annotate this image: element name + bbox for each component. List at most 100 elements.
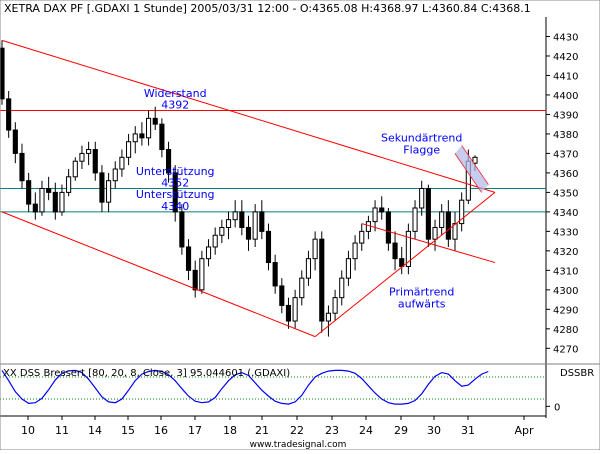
- y-tick-label: 4270: [553, 344, 578, 355]
- annotation-label: Primärtrend: [389, 286, 454, 299]
- price-grid: [0, 17, 600, 418]
- candle-body: [399, 258, 405, 267]
- y-tick-label: 4380: [553, 130, 578, 141]
- candle-body: [219, 226, 225, 236]
- candle: [0, 40, 5, 105]
- candle: [232, 200, 238, 228]
- candle: [205, 239, 212, 267]
- flag-area: [455, 145, 489, 193]
- candle-body: [159, 123, 165, 151]
- candle: [212, 227, 218, 255]
- candle-body: [372, 207, 378, 223]
- candle: [379, 196, 385, 220]
- candle: [445, 200, 451, 247]
- candle: [325, 305, 332, 337]
- annotation-label: Sekundärtrend: [381, 132, 462, 145]
- candle-body: [99, 172, 105, 203]
- candle-body: [259, 211, 265, 232]
- candle: [6, 91, 12, 138]
- candle: [319, 231, 325, 333]
- candles: [0, 40, 478, 337]
- indicator-tick-label: 0: [554, 402, 560, 413]
- candle-body: [459, 199, 465, 225]
- candle: [152, 106, 158, 131]
- candle: [392, 231, 398, 271]
- candle-body: [86, 149, 92, 154]
- trendline: [361, 223, 496, 264]
- candle-body: [472, 156, 478, 164]
- time-x-axis: 10 11 14 15 16 17 18 21 22 23 24 29 30 31 Apr: [0, 415, 546, 437]
- candle: [245, 215, 252, 251]
- x-tick-label: 14: [88, 424, 102, 437]
- candle-body: [46, 188, 52, 193]
- candle: [339, 270, 345, 306]
- y-tick-label: 4300: [553, 286, 578, 297]
- candle-body: [19, 152, 25, 182]
- candle: [352, 235, 358, 271]
- candle: [185, 239, 192, 281]
- x-tick-label: Apr: [514, 424, 534, 437]
- candle: [292, 289, 298, 329]
- x-tick-label: 11: [55, 424, 69, 437]
- x-tick-label: 23: [325, 424, 339, 437]
- candle-body: [39, 188, 45, 213]
- candle: [399, 246, 405, 275]
- candle-body: [26, 180, 32, 205]
- candle: [432, 219, 438, 251]
- y-tick-label: 4360: [553, 169, 578, 180]
- candle-body: [6, 98, 12, 131]
- candle: [225, 211, 232, 240]
- annotation-label: 4340: [161, 200, 189, 213]
- candle: [305, 250, 312, 286]
- trendline: [314, 192, 496, 338]
- candle: [179, 204, 185, 255]
- candle-body: [225, 219, 232, 228]
- dss-line: [1, 369, 489, 405]
- price-y-axis: 4270 4280 4290 4300 4310 4320 4330 4340 4350 4360…: [546, 32, 578, 355]
- candle: [52, 182, 58, 220]
- candle: [72, 157, 78, 181]
- candle-body: [292, 297, 298, 322]
- annotation-label: Unterstützung: [136, 165, 215, 178]
- candle-body: [212, 234, 218, 248]
- candle: [139, 122, 145, 146]
- candle-body: [432, 226, 438, 240]
- candle: [39, 180, 45, 216]
- candle-body: [165, 149, 172, 174]
- candle: [312, 231, 318, 271]
- candle: [119, 149, 125, 177]
- x-tick-label: 31: [461, 424, 475, 437]
- candle-body: [265, 230, 272, 264]
- candle-body: [272, 262, 278, 287]
- candle: [19, 143, 25, 189]
- candle-body: [12, 129, 18, 154]
- candle: [359, 223, 365, 251]
- candle-body: [365, 221, 371, 232]
- x-tick-label: 16: [154, 424, 168, 437]
- candle-body: [339, 277, 345, 299]
- candle-body: [279, 285, 285, 306]
- candle-body: [359, 230, 365, 244]
- x-tick-label: 18: [223, 424, 237, 437]
- candle-body: [79, 152, 85, 162]
- candle: [66, 169, 72, 197]
- y-tick-label: 4280: [553, 325, 578, 336]
- y-tick-label: 4430: [553, 32, 578, 43]
- candle-body: [345, 258, 351, 279]
- candle-body: [385, 211, 391, 244]
- candle: [165, 141, 172, 183]
- annotation-label: Unterstützung: [136, 188, 215, 201]
- candle-body: [419, 188, 425, 209]
- indicator-title: XX DSS Bressert [80, 20, 8, Close, 3] 95…: [3, 368, 290, 379]
- candle-body: [392, 242, 398, 260]
- candle: [59, 184, 65, 216]
- candle-body: [325, 312, 332, 322]
- x-tick-label: 17: [188, 424, 202, 437]
- x-tick-label: 22: [290, 424, 304, 437]
- candle-body: [352, 242, 358, 260]
- candle: [99, 165, 105, 212]
- candle-body: [59, 191, 65, 213]
